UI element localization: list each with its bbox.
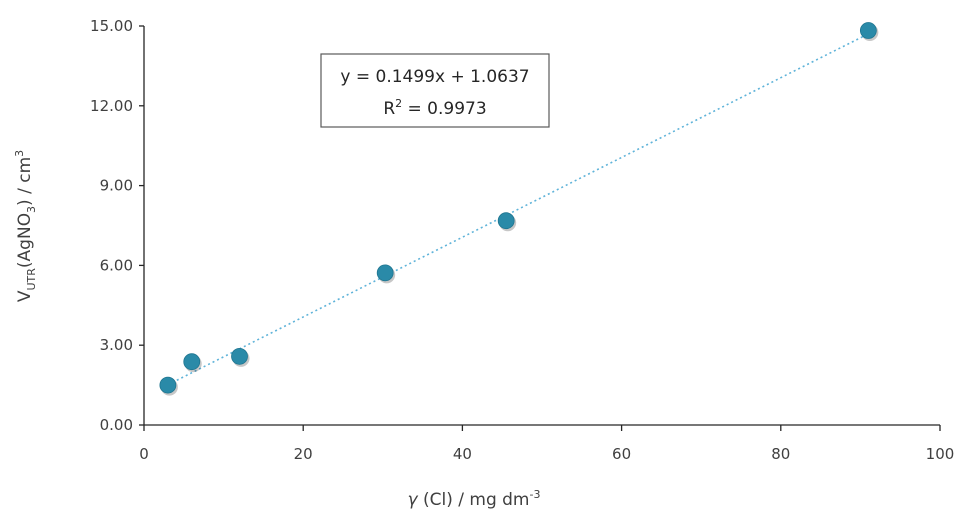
data-point bbox=[497, 212, 515, 230]
x-tick-label: 100 bbox=[926, 445, 955, 463]
y-tick-label: 6.00 bbox=[100, 256, 133, 274]
data-point bbox=[376, 264, 394, 282]
y-tick-label: 15.00 bbox=[90, 17, 133, 35]
data-points bbox=[159, 22, 879, 396]
data-point bbox=[159, 376, 177, 394]
data-point bbox=[183, 353, 201, 371]
y-axis-title: VUTR(AgNO3) / cm3 bbox=[13, 150, 38, 302]
equation-box: y = 0.1499x + 1.0637 R2 = 0.9973 bbox=[320, 53, 550, 128]
y-tick-label: 0.00 bbox=[100, 416, 133, 434]
x-tick-label: 40 bbox=[453, 445, 472, 463]
r-squared: R2 = 0.9973 bbox=[383, 97, 486, 119]
x-tick-label: 60 bbox=[612, 445, 631, 463]
data-point bbox=[859, 22, 877, 39]
y-tick-label: 9.00 bbox=[100, 177, 133, 195]
data-point bbox=[231, 347, 248, 365]
x-tick-label: 0 bbox=[139, 445, 149, 463]
y-axis: 0.00 3.00 6.00 9.00 12.00 15.00 bbox=[90, 17, 145, 434]
trendline bbox=[167, 33, 869, 386]
x-axis: 0 20 40 60 80 100 bbox=[139, 424, 955, 463]
x-tick-label: 80 bbox=[771, 445, 790, 463]
y-tick-label: 12.00 bbox=[90, 97, 133, 115]
x-tick-label: 20 bbox=[294, 445, 313, 463]
y-tick-label: 3.00 bbox=[100, 336, 133, 354]
equation-line: y = 0.1499x + 1.0637 bbox=[340, 67, 529, 87]
x-axis-title: γ (Cl) / mg dm-3 bbox=[408, 488, 541, 510]
